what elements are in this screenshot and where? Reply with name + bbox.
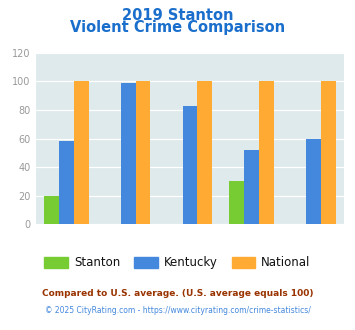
Bar <box>44 196 59 224</box>
Text: Violent Crime Comparison: Violent Crime Comparison <box>70 20 285 35</box>
Bar <box>121 83 136 224</box>
Legend: Stanton, Kentucky, National: Stanton, Kentucky, National <box>40 252 315 274</box>
Bar <box>321 82 336 224</box>
Bar <box>229 182 244 224</box>
Bar <box>306 139 321 224</box>
Bar <box>259 82 274 224</box>
Text: 2019 Stanton: 2019 Stanton <box>122 8 233 23</box>
Bar <box>182 106 197 224</box>
Text: Compared to U.S. average. (U.S. average equals 100): Compared to U.S. average. (U.S. average … <box>42 289 313 298</box>
Bar <box>136 82 151 224</box>
Bar <box>244 150 259 224</box>
Text: © 2025 CityRating.com - https://www.cityrating.com/crime-statistics/: © 2025 CityRating.com - https://www.city… <box>45 306 310 315</box>
Bar <box>59 142 74 224</box>
Bar <box>197 82 212 224</box>
Bar <box>74 82 89 224</box>
